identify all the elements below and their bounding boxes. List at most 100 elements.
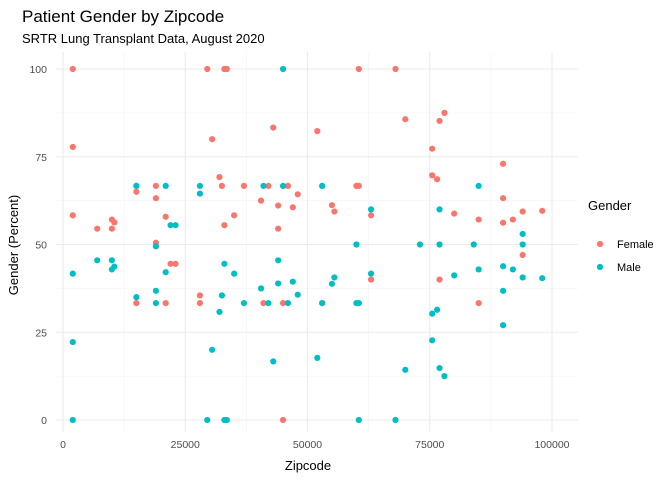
legend: Gender Female Male (588, 198, 654, 274)
data-point (270, 124, 277, 131)
data-point (108, 225, 115, 232)
data-point (519, 241, 526, 248)
data-point (223, 416, 230, 424)
data-point (470, 241, 477, 248)
data-point (69, 338, 76, 346)
data-point (69, 65, 76, 73)
data-point (152, 243, 160, 250)
x-axis-title: Zipcode (285, 458, 331, 473)
data-point (279, 182, 287, 189)
legend-label-male: Male (617, 262, 641, 274)
data-point (436, 206, 443, 213)
data-point (429, 172, 436, 179)
data-point (152, 287, 160, 294)
series-male (69, 65, 546, 424)
data-point (500, 195, 507, 202)
data-point (314, 354, 321, 361)
x-axis-ticks: 0 25000 50000 75000 100000 (60, 439, 570, 451)
data-point (196, 300, 204, 307)
data-point (108, 257, 115, 264)
data-point (294, 191, 301, 198)
y-tick-label: 25 (35, 327, 47, 339)
data-point (451, 272, 458, 279)
data-point (167, 222, 174, 229)
data-point (402, 366, 409, 373)
data-point (500, 287, 507, 294)
data-point (519, 251, 526, 259)
data-point (289, 278, 296, 285)
data-point (355, 65, 362, 73)
data-point (429, 145, 436, 152)
data-point (152, 195, 160, 202)
data-point (355, 416, 362, 424)
data-point (319, 182, 326, 189)
y-axis-ticks: 0 25 50 75 100 (29, 64, 47, 427)
data-point (331, 274, 338, 281)
data-point (539, 275, 546, 282)
data-point (260, 182, 267, 189)
x-tick-label: 50000 (293, 439, 322, 451)
data-point (402, 116, 409, 123)
data-point (216, 308, 223, 315)
data-point (353, 241, 360, 248)
data-point (367, 270, 375, 277)
data-point (216, 174, 223, 181)
data-point (111, 219, 118, 226)
data-point (294, 291, 301, 298)
data-point (209, 136, 216, 143)
chart-title: Patient Gender by Zipcode (22, 7, 224, 26)
data-point (167, 260, 174, 267)
data-point (69, 416, 76, 424)
data-point (314, 128, 321, 135)
data-point (204, 416, 211, 424)
data-point (539, 207, 546, 214)
data-point (223, 65, 230, 73)
data-point (69, 212, 76, 219)
data-point (231, 212, 238, 219)
data-point (328, 202, 336, 209)
data-point (257, 197, 265, 204)
data-point (196, 190, 204, 197)
data-point (240, 300, 248, 307)
data-point (355, 182, 362, 189)
data-point (162, 213, 169, 220)
data-point (436, 276, 443, 283)
legend-label-female: Female (617, 239, 654, 251)
data-point (133, 294, 140, 301)
data-point (436, 364, 443, 372)
data-point (94, 225, 101, 232)
data-point (231, 270, 238, 277)
x-tick-label: 0 (60, 439, 66, 451)
data-point (69, 143, 76, 151)
series-female (69, 65, 546, 424)
y-tick-label: 100 (29, 64, 47, 76)
data-point (475, 266, 482, 273)
data-points (69, 65, 546, 424)
data-point (196, 182, 204, 189)
data-point (209, 346, 216, 353)
data-point (355, 300, 362, 307)
data-point (284, 300, 292, 307)
data-point (162, 182, 169, 189)
data-point (500, 322, 507, 329)
data-point (275, 225, 282, 232)
data-point (133, 188, 140, 195)
data-point (367, 206, 375, 213)
data-point (475, 216, 482, 223)
data-point (433, 306, 441, 313)
data-point (221, 260, 228, 267)
data-point (257, 285, 265, 292)
data-point (289, 204, 296, 211)
data-point (284, 182, 292, 189)
data-point (152, 182, 160, 189)
data-point (367, 276, 375, 283)
data-point (240, 182, 248, 189)
data-point (218, 182, 226, 189)
data-point (451, 210, 458, 217)
data-point (172, 260, 179, 267)
data-point (331, 208, 338, 215)
data-point (133, 300, 140, 307)
legend-key-female (596, 240, 604, 248)
data-point (94, 257, 101, 264)
